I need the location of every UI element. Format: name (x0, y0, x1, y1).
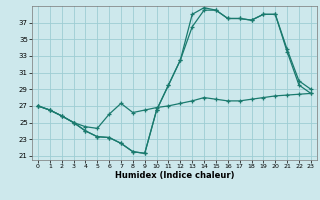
X-axis label: Humidex (Indice chaleur): Humidex (Indice chaleur) (115, 171, 234, 180)
